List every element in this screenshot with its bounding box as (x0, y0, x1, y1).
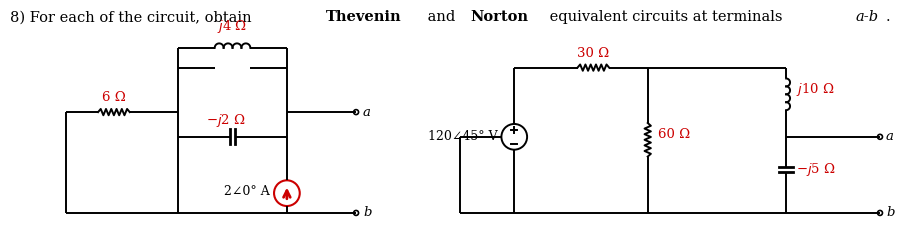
Text: 8) For each of the circuit, obtain: 8) For each of the circuit, obtain (10, 10, 256, 24)
Text: a: a (363, 106, 371, 119)
Text: 2∠0° A: 2∠0° A (224, 185, 270, 198)
Text: 6 Ω: 6 Ω (102, 91, 126, 104)
Text: Thevenin: Thevenin (326, 10, 402, 24)
Text: $j$4 Ω: $j$4 Ω (218, 18, 248, 35)
Text: $-j$5 Ω: $-j$5 Ω (796, 161, 836, 178)
Text: $j$10 Ω: $j$10 Ω (796, 81, 834, 98)
Text: $-j$2 Ω: $-j$2 Ω (206, 112, 246, 129)
Text: b: b (363, 206, 372, 219)
Text: and: and (423, 10, 460, 24)
Text: 60 Ω: 60 Ω (658, 128, 689, 141)
Text: equivalent circuits at terminals: equivalent circuits at terminals (545, 10, 788, 24)
Text: 120∠45° V: 120∠45° V (428, 130, 498, 143)
Text: a-b: a-b (856, 10, 879, 24)
Text: 30 Ω: 30 Ω (577, 47, 609, 60)
Text: Norton: Norton (471, 10, 528, 24)
Text: a: a (886, 130, 894, 143)
Text: .: . (886, 10, 890, 24)
Text: b: b (886, 206, 895, 219)
